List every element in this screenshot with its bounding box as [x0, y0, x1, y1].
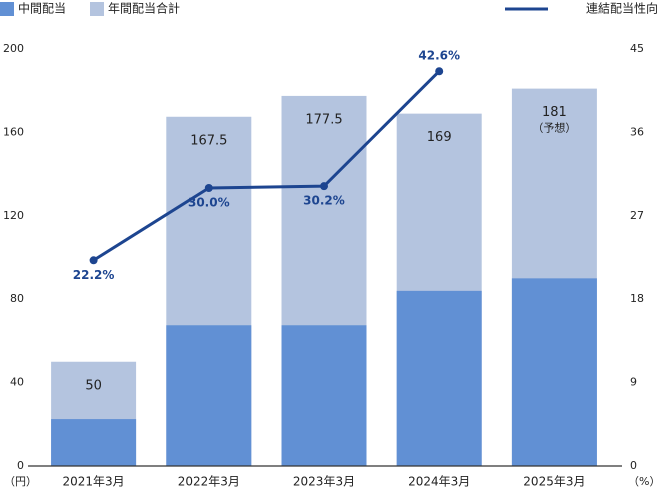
bar	[396, 290, 482, 466]
bar	[51, 419, 137, 466]
point	[320, 182, 328, 191]
legend-swatch	[90, 2, 104, 16]
bar	[281, 325, 367, 466]
point	[204, 184, 213, 192]
bar	[511, 278, 597, 466]
y2-tick-label: 9	[630, 376, 637, 389]
bar	[166, 325, 252, 466]
value-label: 50	[85, 378, 102, 393]
x-tick-label: 2021年3月	[63, 475, 125, 489]
data-label: 30.0%	[188, 196, 230, 210]
annotation: （予想）	[532, 121, 576, 135]
x-tick-label: 2025年3月	[523, 475, 585, 489]
y2-tick-label: 18	[630, 292, 644, 305]
data-label: 22.2%	[73, 268, 115, 282]
y-tick-label: 120	[3, 209, 24, 222]
y2-tick-label: 27	[630, 209, 644, 222]
legend-label: 連結配当性向	[586, 1, 658, 16]
y-tick-label: 40	[10, 376, 24, 389]
y2-tick-label: 36	[630, 125, 644, 138]
legend-label: 年間配当合計	[108, 1, 180, 16]
point	[435, 67, 444, 76]
y-tick-label: 0	[17, 459, 24, 472]
y-tick-label: 200	[3, 42, 24, 55]
y-axis-unit: （円）	[4, 475, 37, 488]
value-label: 167.5	[190, 133, 227, 148]
x-tick-label: 2024年3月	[408, 475, 470, 489]
value-label: 177.5	[305, 112, 342, 127]
y-tick-label: 80	[10, 292, 24, 305]
x-tick-label: 2023年3月	[293, 475, 355, 489]
legend-swatch	[0, 2, 14, 16]
y2-tick-label: 0	[630, 459, 637, 472]
line	[92, 70, 441, 262]
value-label: 169	[427, 130, 452, 145]
data-label: 30.2%	[303, 194, 345, 208]
value-label: 181	[542, 105, 567, 120]
y2-axis-unit: （%）	[628, 475, 660, 488]
y2-tick-label: 45	[630, 42, 644, 55]
legend-label: 中間配当	[18, 1, 66, 16]
point	[89, 256, 98, 265]
x-tick-label: 2022年3月	[178, 475, 240, 489]
data-label: 42.6%	[418, 49, 460, 63]
y-tick-label: 160	[3, 125, 24, 138]
